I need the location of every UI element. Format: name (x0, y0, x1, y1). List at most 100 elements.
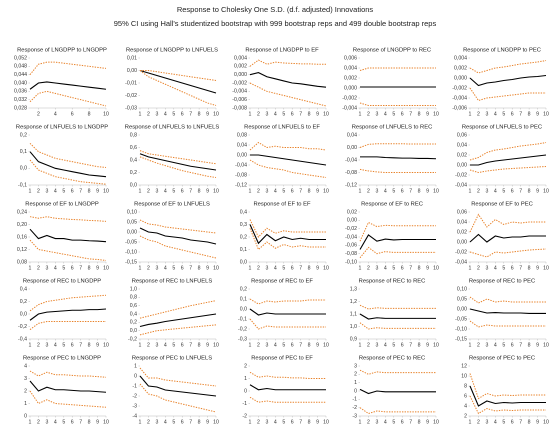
x-tick-label: 3 (265, 111, 268, 117)
y-tick-label: 0,040 (14, 80, 27, 86)
x-tick-label: 4 (164, 111, 167, 117)
y-tick-label: 0,0 (20, 311, 27, 317)
y-tick-label: 0,2 (130, 170, 137, 176)
y-tick-label: 0 (24, 413, 27, 419)
x-tick-label: 2 (257, 111, 260, 117)
x-tick-label: 9 (96, 419, 99, 425)
x-tick-label: 5 (392, 111, 395, 117)
x-tick-label: 1 (359, 419, 362, 425)
confidence-bound (249, 228, 326, 251)
x-tick-label: 8 (528, 265, 531, 271)
confidence-bound (29, 90, 107, 107)
response-line (469, 385, 546, 407)
y-tick-label: -0,004 (342, 105, 357, 111)
x-tick-label: 1 (359, 188, 362, 194)
y-tick-label: -0,12 (235, 182, 247, 188)
x-tick-label: 9 (316, 265, 319, 271)
response-line (29, 228, 107, 243)
y-tick-label: 0,20 (17, 222, 27, 228)
y-tick-label: -3 (352, 413, 357, 419)
y-tick-label: 2 (24, 388, 27, 394)
y-tick-label: 0,002 (234, 64, 247, 70)
y-tick-label: 0,6 (130, 145, 137, 151)
x-tick-label: 1 (139, 419, 142, 425)
x-tick-label: 9 (206, 111, 209, 117)
y-tick-label: 0,000 (234, 72, 247, 78)
x-tick-label: 10 (103, 111, 109, 117)
x-tick-label: 6 (291, 111, 294, 117)
response-line (359, 313, 436, 320)
x-tick-label: 6 (181, 342, 184, 348)
y-tick-label: 0,0 (130, 182, 137, 188)
x-tick-label: 1 (139, 342, 142, 348)
x-tick-label: 6 (291, 265, 294, 271)
x-tick-label: 8 (528, 419, 531, 425)
x-tick-label: 9 (426, 419, 429, 425)
y-tick-label: -0,08 (345, 251, 357, 257)
x-tick-label: 10 (323, 419, 329, 425)
x-tick-label: 10 (103, 265, 109, 271)
x-tick-label: 3 (375, 419, 378, 425)
x-tick-label: 10 (543, 188, 549, 194)
confidence-bound (249, 298, 326, 305)
y-tick-label: -0,06 (345, 243, 357, 249)
confidence-bound (249, 396, 326, 403)
y-tick-label: -0,05 (125, 239, 137, 245)
panel-title: Response of PEC to REC (359, 356, 425, 362)
y-tick-label: 1,0 (350, 324, 357, 330)
y-tick-label: 0 (354, 388, 357, 394)
x-tick-label: 4 (164, 265, 167, 271)
x-tick-label: 7 (299, 111, 302, 117)
confidence-bound (469, 373, 546, 400)
x-tick-label: 6 (181, 265, 184, 271)
x-tick-label: 2 (477, 111, 480, 117)
x-tick-label: 3 (265, 188, 268, 194)
y-tick-label: -0,10 (345, 259, 357, 265)
x-tick-label: 2 (37, 342, 40, 348)
x-tick-label: 1 (249, 111, 252, 117)
x-tick-label: 3 (375, 342, 378, 348)
x-tick-label: 6 (71, 111, 74, 117)
panel-title: Response of LNGDPP to LNGDPP (17, 48, 107, 54)
x-tick-label: 1 (249, 419, 252, 425)
y-tick-label: 0,24 (17, 209, 27, 215)
confidence-bound (469, 87, 546, 102)
panel-title: Response of LNFUELS to PEC (462, 125, 542, 131)
x-tick-label: 6 (511, 265, 514, 271)
panel-title: Response of PEC to EF (251, 356, 313, 362)
x-tick-label: 3 (265, 265, 268, 271)
y-tick-label: -0,02 (455, 172, 467, 178)
x-tick-label: 10 (433, 111, 439, 117)
x-tick-label: 6 (291, 342, 294, 348)
x-tick-label: 4 (384, 419, 387, 425)
y-tick-label: 0,06 (457, 132, 467, 138)
y-tick-label: 3 (354, 363, 357, 369)
x-tick-label: 3 (485, 111, 488, 117)
y-tick-label: -0,10 (455, 326, 467, 332)
x-tick-label: 8 (308, 342, 311, 348)
x-tick-label: 2 (477, 419, 480, 425)
x-tick-label: 1 (359, 265, 362, 271)
confidence-bound (29, 390, 107, 408)
y-tick-label: 0,10 (457, 286, 467, 292)
y-tick-label: -0,04 (455, 259, 467, 265)
x-tick-label: 8 (308, 419, 311, 425)
x-tick-label: 8 (418, 342, 421, 348)
x-tick-label: 9 (536, 419, 539, 425)
x-tick-label: 4 (384, 342, 387, 348)
y-tick-label: 0,00 (457, 239, 467, 245)
y-tick-label: 0,04 (237, 142, 247, 148)
x-tick-label: 5 (172, 419, 175, 425)
y-tick-label: 0,036 (14, 89, 27, 95)
y-tick-label: 0,8 (130, 132, 137, 138)
x-tick-label: 7 (299, 419, 302, 425)
confidence-bound (469, 296, 546, 304)
x-tick-label: 4 (494, 342, 497, 348)
x-tick-label: 8 (198, 265, 201, 271)
confidence-bound (139, 367, 217, 387)
panel-title: Response of LNFUELS to REC (352, 125, 433, 131)
x-tick-label: 9 (316, 419, 319, 425)
y-tick-label: 0,6 (130, 303, 137, 309)
x-tick-label: 6 (291, 188, 294, 194)
y-tick-label: 0,2 (20, 299, 27, 305)
